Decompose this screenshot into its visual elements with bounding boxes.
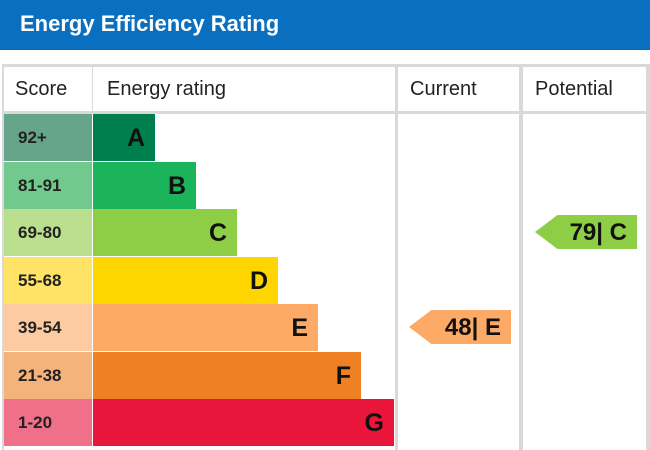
score-header: Score: [15, 78, 68, 100]
score-range-c: 69-80: [4, 209, 92, 256]
current-rating-arrow: 48| E: [409, 310, 511, 344]
band-bar-d: D: [93, 257, 278, 304]
band-bar-g: G: [93, 399, 394, 446]
score-range-g: 1-20: [4, 399, 92, 446]
band-bar-c: C: [93, 209, 237, 256]
score-range-b: 81-91: [4, 162, 92, 209]
band-bar-b: B: [93, 162, 196, 209]
score-range-e: 39-54: [4, 304, 92, 351]
band-bar-e: E: [93, 304, 318, 351]
current-header: Current: [410, 78, 477, 100]
page-title: Energy Efficiency Rating: [0, 0, 650, 50]
band-bar-f: F: [93, 352, 361, 399]
score-range-f: 21-38: [4, 352, 92, 399]
score-range-d: 55-68: [4, 257, 92, 304]
score-range-a: 92+: [4, 114, 92, 161]
band-bar-a: A: [93, 114, 155, 161]
energy-rating-header: Energy rating: [107, 78, 226, 100]
potential-rating-arrow: 79| C: [535, 215, 637, 249]
potential-header: Potential: [535, 78, 613, 100]
